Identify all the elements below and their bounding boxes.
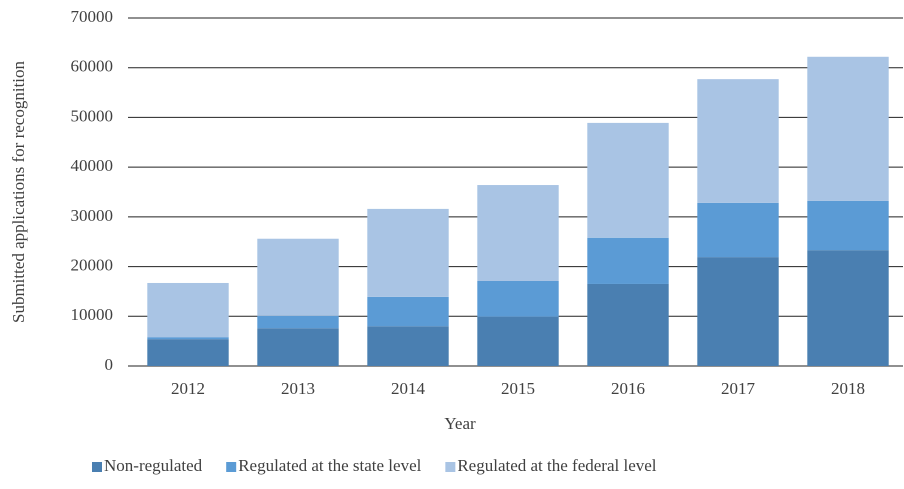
bar-segment xyxy=(477,316,559,366)
x-tick-label: 2018 xyxy=(831,379,865,398)
y-tick-label: 70000 xyxy=(71,7,114,26)
legend-swatch xyxy=(92,462,102,472)
bar-segment xyxy=(807,56,889,201)
x-tick-label: 2017 xyxy=(721,379,756,398)
y-tick-label: 0 xyxy=(105,355,114,374)
x-tick-label: 2013 xyxy=(281,379,315,398)
bar-segment xyxy=(477,280,559,317)
legend-label: Regulated at the federal level xyxy=(457,456,656,475)
bar-segment xyxy=(367,208,449,297)
x-tick-label: 2012 xyxy=(171,379,205,398)
bar-segment xyxy=(807,200,889,251)
y-tick-label: 30000 xyxy=(71,206,114,225)
legend-label: Regulated at the state level xyxy=(238,456,421,475)
bar-segment xyxy=(807,250,889,366)
y-tick-label: 10000 xyxy=(71,305,114,324)
x-tick-label: 2016 xyxy=(611,379,645,398)
y-tick-label: 40000 xyxy=(71,156,114,175)
bar-segment xyxy=(697,202,779,258)
bar-segment xyxy=(697,257,779,366)
bar-segment xyxy=(257,315,339,329)
x-tick-label: 2014 xyxy=(391,379,426,398)
bar-segment xyxy=(257,238,339,316)
legend-swatch xyxy=(445,462,456,472)
bar-segment xyxy=(147,339,229,366)
bar-segment xyxy=(477,185,559,281)
bar-segment xyxy=(587,122,669,238)
legend-label: Non-regulated xyxy=(104,456,203,475)
y-tick-label: 50000 xyxy=(71,106,114,125)
bar-segment xyxy=(697,79,779,203)
y-axis-title: Submitted applications for recognition xyxy=(9,60,28,323)
bar-segment xyxy=(257,328,339,366)
bar-segment xyxy=(147,282,229,338)
bar-segment xyxy=(147,337,229,340)
bar-segment xyxy=(367,326,449,366)
y-tick-label: 60000 xyxy=(71,57,114,76)
bar-segment xyxy=(587,237,669,284)
y-tick-label: 20000 xyxy=(71,255,114,274)
x-tick-label: 2015 xyxy=(501,379,535,398)
legend-swatch xyxy=(226,462,237,472)
bar-segment xyxy=(367,296,449,327)
bar-segment xyxy=(587,283,669,366)
x-axis-title: Year xyxy=(444,414,476,433)
